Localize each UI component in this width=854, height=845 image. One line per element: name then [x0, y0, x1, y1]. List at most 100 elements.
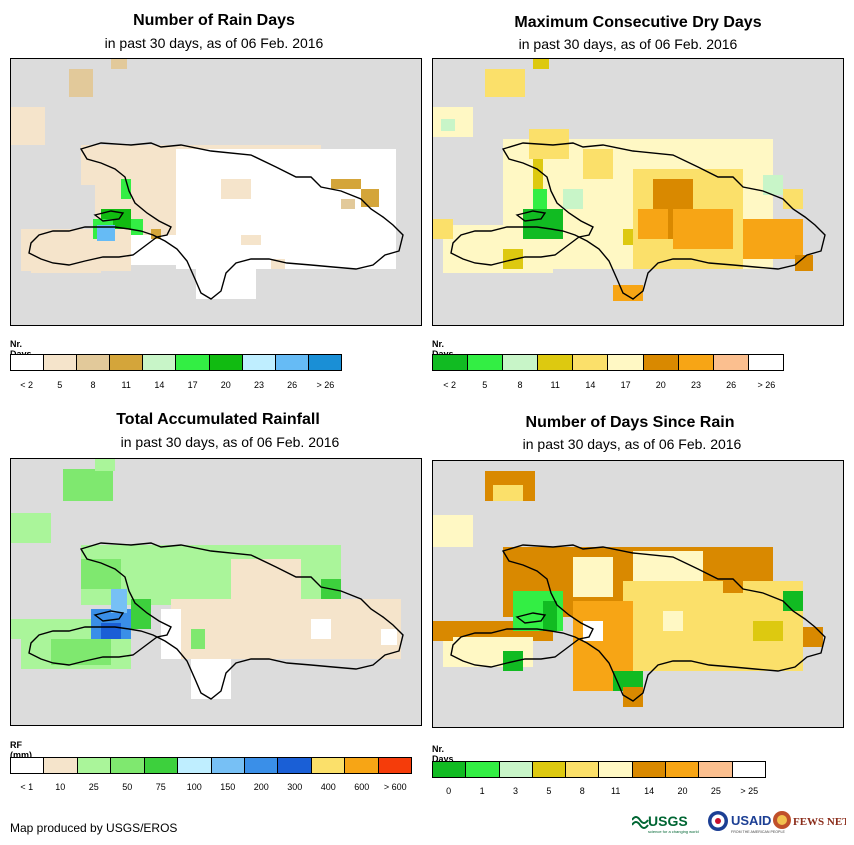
- legend-swatch: [11, 758, 45, 773]
- legend-tick-label: > 600: [383, 782, 407, 792]
- legend-swatch: [176, 355, 210, 370]
- map-canvas: [11, 459, 404, 700]
- legend-tick-label: 100: [186, 782, 202, 792]
- legend-tick-label: 5: [57, 380, 63, 390]
- legend-swatch: [748, 355, 783, 370]
- legend-tick-label: 14: [154, 380, 165, 390]
- legend-tick-label: 75: [155, 782, 166, 792]
- legend-swatch: [503, 355, 539, 370]
- legend-tick-label: 14: [644, 786, 655, 796]
- legend-swatch: [566, 762, 600, 777]
- legend-tick-label: 23: [253, 380, 265, 390]
- legend-swatch: [599, 762, 633, 777]
- legend-tick-label: 10: [55, 782, 66, 792]
- legend-tick-label: 1: [479, 786, 485, 796]
- legend-swatch: [278, 758, 312, 773]
- legend-tick-label: 11: [550, 380, 560, 390]
- legend-swatch: [275, 355, 309, 370]
- legend-tick-label: 3: [512, 786, 519, 796]
- legend-swatch: [44, 758, 78, 773]
- legend-tick-label: 26: [287, 380, 298, 390]
- panel-title: Total Accumulated Rainfall: [116, 411, 320, 428]
- legend-tick-label: < 2: [20, 380, 33, 390]
- usaid-text: USAID: [731, 813, 771, 828]
- legend-swatch: [732, 762, 765, 777]
- legend-swatch: [699, 762, 733, 777]
- legend-swatch: [433, 762, 467, 777]
- legend-ticks: < 1 10 25 50 75 100 150 200 300 400 600 > 600: [10, 782, 412, 794]
- logo-svg: USGS science for a changing world USAID …: [631, 811, 850, 834]
- legend-swatch: [143, 355, 177, 370]
- legend-tick-label: 11: [611, 786, 621, 796]
- map-days-since-rain[interactable]: [432, 460, 844, 728]
- legend-tick-label: < 2: [443, 380, 456, 390]
- legend-tick-label: > 25: [740, 786, 759, 796]
- legend-tick-label: 50: [122, 782, 133, 792]
- legend-tick-label: 5: [546, 786, 552, 796]
- legend-swatch: [666, 762, 700, 777]
- raster-cells: [433, 59, 813, 301]
- island-outline: [450, 544, 826, 702]
- legend-tick-label: 11: [121, 380, 131, 390]
- legend-swatch: [466, 762, 500, 777]
- legend-tick-label: 600: [354, 782, 370, 792]
- usgs-text: USGS: [648, 813, 688, 829]
- island-outline: [28, 142, 404, 300]
- panel-title: Number of Rain Days: [133, 12, 295, 29]
- legend-tick-label: 200: [253, 782, 269, 792]
- legend-swatch: [499, 762, 533, 777]
- legend-swatch: [538, 355, 574, 370]
- legend-swatch: [532, 762, 567, 777]
- map-rain-days[interactable]: [10, 58, 422, 326]
- legend-tick-label: 8: [517, 380, 523, 390]
- map-rainfall[interactable]: [10, 458, 422, 726]
- legend-color-bar: [10, 757, 412, 774]
- panel-subtitle: in past 30 days, as of 06 Feb. 2016: [518, 36, 738, 52]
- legend-tick-label: 150: [220, 782, 236, 792]
- legend-swatch: [308, 355, 341, 370]
- legend-tick-label: 20: [220, 380, 231, 390]
- legend-swatch: [608, 355, 644, 370]
- logo-strip: USGS science for a changing world USAID …: [631, 806, 850, 836]
- map-canvas: [433, 471, 826, 707]
- legend-tick-label: 17: [187, 380, 198, 390]
- legend-swatch: [713, 355, 749, 370]
- legend-swatch: [244, 758, 279, 773]
- map-canvas: [433, 59, 826, 301]
- fewsnet-logo: FEWS NET: [773, 811, 850, 829]
- legend-tick-label: 8: [579, 786, 585, 796]
- legend-color-bar: [432, 354, 784, 371]
- panel-subtitle: in past 30 days, as of 06 Feb. 2016: [104, 35, 324, 51]
- raster-cells: [11, 59, 396, 299]
- legend-swatch: [242, 355, 276, 370]
- island-outline: [28, 542, 404, 700]
- legend-swatch: [77, 355, 111, 370]
- legend-label: Nr. Days: [432, 744, 454, 764]
- usgs-tagline: science for a changing world: [648, 829, 699, 834]
- legend-swatch: [211, 758, 245, 773]
- raster-cells: [433, 471, 823, 707]
- legend-tick-label: > 26: [757, 380, 776, 390]
- legend-tick-label: 26: [726, 380, 737, 390]
- panel-subtitle: in past 30 days, as of 06 Feb. 2016: [522, 436, 742, 452]
- usgs-logo: USGS science for a changing world: [631, 813, 699, 834]
- legend-swatch: [77, 758, 112, 773]
- legend-swatch: [209, 355, 243, 370]
- legend-swatch: [433, 355, 469, 370]
- legend-swatch: [11, 355, 45, 370]
- usaid-tagline: FROM THE AMERICAN PEOPLE: [731, 830, 785, 834]
- legend-tick-label: 20: [655, 380, 666, 390]
- legend-ticks: < 2 5 8 11 14 17 20 23 26 > 26: [432, 380, 784, 392]
- legend-tick-label: 17: [620, 380, 631, 390]
- legend-label: RF (mm): [10, 740, 32, 760]
- map-canvas: [11, 59, 404, 300]
- fewsnet-text: FEWS NET: [793, 816, 846, 828]
- map-dry-days[interactable]: [432, 58, 844, 326]
- legend-swatch: [643, 355, 679, 370]
- island-outline: [450, 142, 826, 300]
- legend-tick-label: 300: [287, 782, 303, 792]
- legend-tick-label: < 1: [20, 782, 34, 792]
- legend-ticks: 0 1 3 5 8 11 14 20 25 > 25: [432, 786, 766, 798]
- legend-swatch: [44, 355, 78, 370]
- legend-tick-label: 400: [320, 782, 336, 792]
